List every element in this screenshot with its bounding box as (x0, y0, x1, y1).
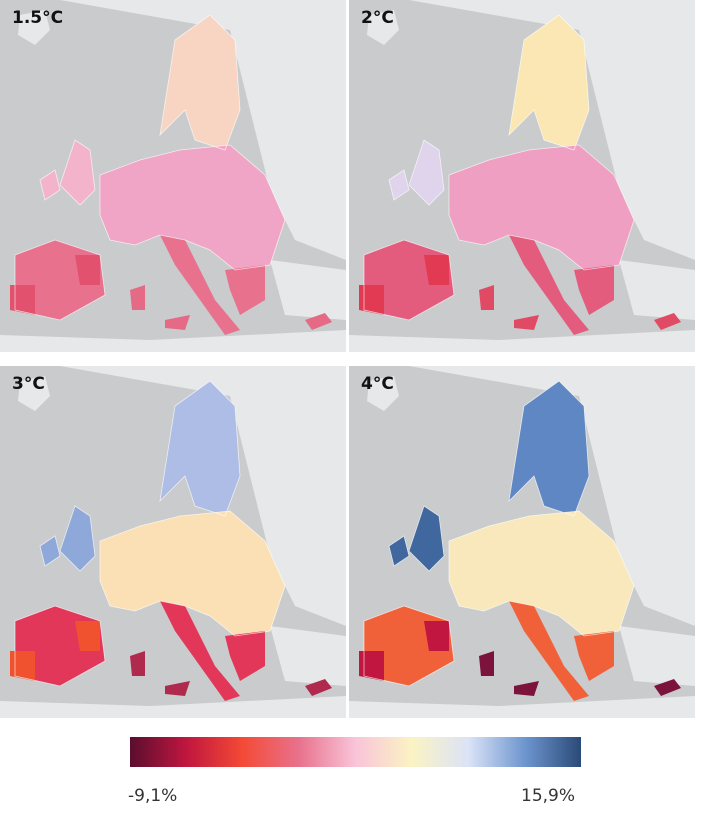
map-1 (0, 0, 346, 352)
map-label: 1.5°C (12, 8, 64, 28)
map-label: 4°C (361, 374, 394, 394)
map-label: 3°C (12, 374, 45, 394)
region-central (100, 145, 285, 270)
region-islands (130, 651, 332, 696)
region-accent (10, 255, 100, 315)
region-north (160, 15, 240, 150)
map-panel-2: 2°C (349, 0, 695, 352)
region-central (449, 511, 634, 636)
map-3 (0, 366, 346, 718)
region-west (40, 506, 95, 571)
legend-color-bar (130, 737, 581, 767)
map-label: 2°C (361, 8, 394, 28)
region-west (389, 140, 444, 205)
map-2 (349, 0, 695, 352)
region-accent (10, 621, 100, 681)
region-accent (359, 621, 449, 681)
legend-min-label: -9,1% (128, 786, 178, 806)
map-panel-3: 3°C (0, 366, 346, 718)
region-west (389, 506, 444, 571)
map-4 (349, 366, 695, 718)
region-central (100, 511, 285, 636)
region-islands (479, 285, 681, 330)
region-central (449, 145, 634, 270)
region-north (160, 381, 240, 516)
legend-max-label: 15,9% (521, 786, 576, 806)
region-north (509, 381, 589, 516)
region-islands (479, 651, 681, 696)
region-islands (130, 285, 332, 330)
region-north (509, 15, 589, 150)
map-panel-4: 4°C (349, 366, 695, 718)
region-accent (359, 255, 449, 315)
map-panel-1: 1.5°C (0, 0, 346, 352)
region-west (40, 140, 95, 205)
